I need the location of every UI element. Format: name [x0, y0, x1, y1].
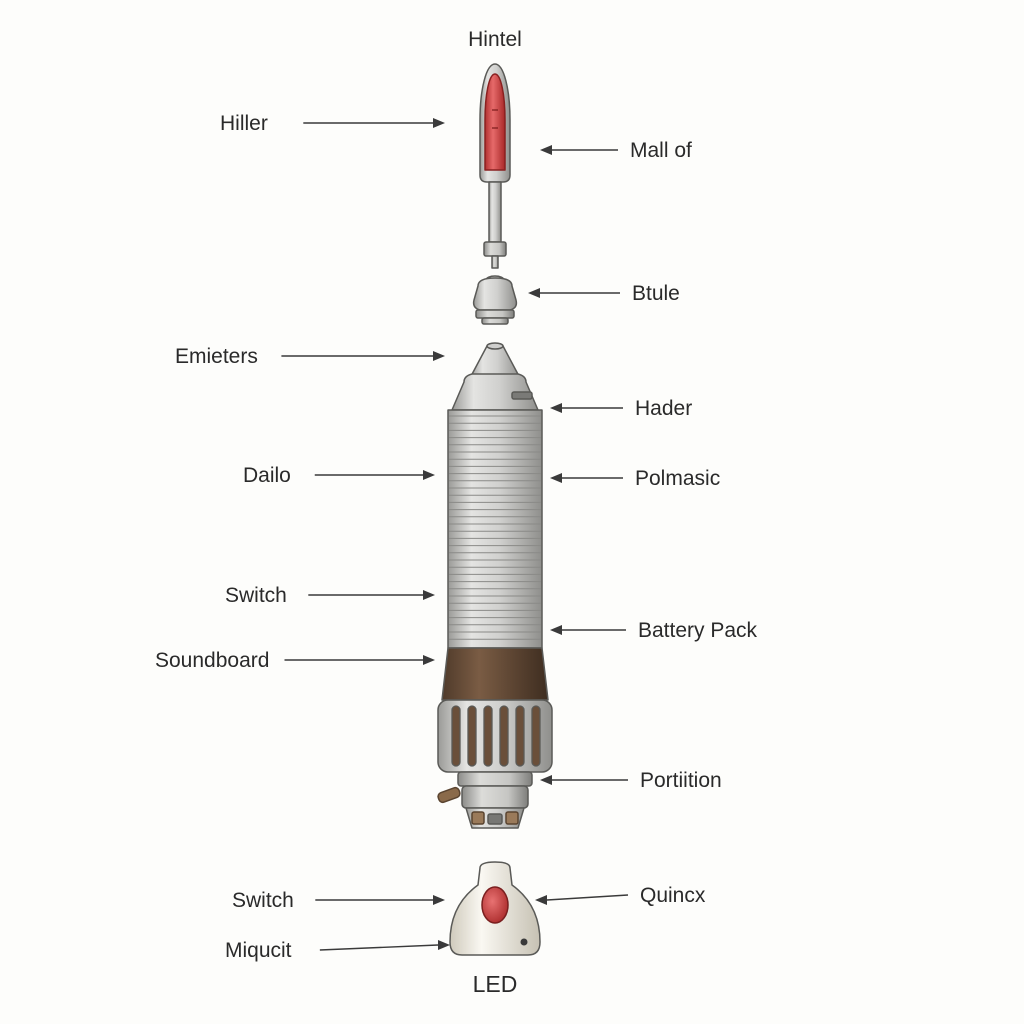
label-text: Emieters [175, 345, 258, 368]
part-blade-tip [480, 64, 510, 268]
label-text: Quincx [640, 884, 706, 907]
part-emitter-cone [470, 343, 520, 378]
label-text: Hintel [468, 28, 522, 51]
label-text: Dailo [243, 464, 291, 487]
saber-parts [437, 64, 552, 955]
label-text: Btule [632, 282, 680, 305]
label-text: Portiition [640, 769, 722, 792]
label-text: LED [473, 971, 518, 997]
part-led-cap [450, 862, 540, 955]
part-connector [474, 276, 517, 324]
label-text: Mall of [630, 139, 692, 162]
part-pommel [462, 786, 528, 828]
label-text: Polmasic [635, 467, 720, 490]
label-text: Switch [232, 889, 294, 912]
label-text: Switch [225, 584, 287, 607]
label-text: Hiller [220, 112, 268, 135]
label-text: Soundboard [155, 649, 269, 672]
label-text: Hader [635, 397, 692, 420]
part-hilt [437, 374, 552, 828]
diagram-canvas: Hintel LED Hiller Emieters Dailo Switch Soundb… [0, 0, 1024, 1024]
label-text: Battery Pack [638, 619, 758, 642]
label-text: Miqucit [225, 939, 292, 962]
